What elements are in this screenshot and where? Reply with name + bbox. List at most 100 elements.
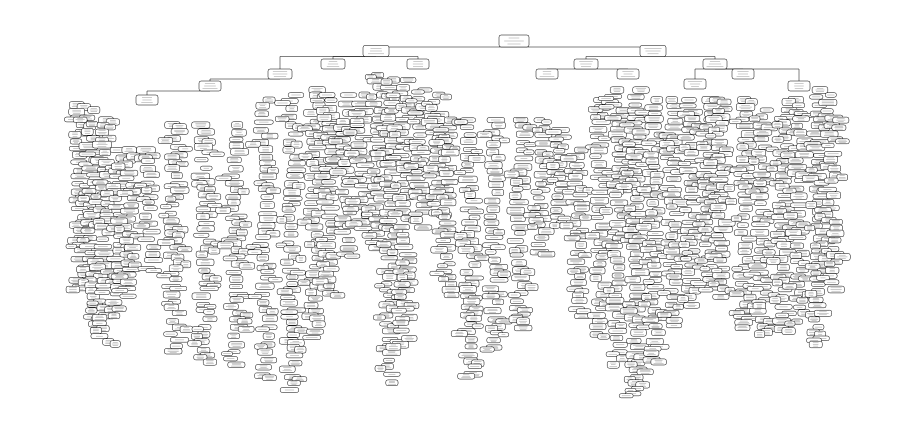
tree-node xyxy=(628,256,643,263)
tree-node xyxy=(393,224,410,230)
tree-node xyxy=(550,207,563,214)
tree-node xyxy=(569,162,585,169)
tree-node xyxy=(474,254,490,261)
tree-node xyxy=(262,314,278,323)
tree-node xyxy=(313,173,331,180)
tree-node xyxy=(297,279,311,286)
tree-node xyxy=(443,292,460,299)
tree-node xyxy=(202,358,217,366)
tree-node xyxy=(104,299,123,306)
tree-node xyxy=(139,212,152,220)
tree-node xyxy=(223,303,239,310)
tree-node xyxy=(570,279,587,286)
tree-node xyxy=(584,232,601,240)
tree-node xyxy=(678,103,697,109)
tree-node xyxy=(511,259,527,267)
tree-node xyxy=(254,343,268,350)
tree-node xyxy=(579,214,593,221)
tree-node xyxy=(98,149,111,157)
tree-node xyxy=(194,143,213,151)
tree-node xyxy=(737,183,753,190)
tree-node xyxy=(304,200,319,206)
tree-node xyxy=(792,115,810,122)
tree-node xyxy=(783,212,798,220)
tree-node xyxy=(231,121,244,129)
tree-node xyxy=(591,119,611,125)
tree-node xyxy=(464,191,476,199)
tree-node xyxy=(825,92,837,98)
tree-node xyxy=(109,147,124,153)
tree-node xyxy=(527,205,541,211)
tree-node xyxy=(315,237,329,242)
tree-node xyxy=(510,298,524,304)
tree-node xyxy=(145,251,161,258)
tree-node xyxy=(311,277,329,286)
tree-node xyxy=(810,242,821,249)
tree-node xyxy=(605,243,623,249)
tree-node xyxy=(753,129,773,136)
tree-node xyxy=(121,146,137,154)
tree-node xyxy=(280,294,296,300)
tree-node xyxy=(257,299,270,306)
tree-node xyxy=(260,269,275,275)
tree-node xyxy=(298,152,313,160)
tree-node xyxy=(124,244,142,251)
tree-node xyxy=(665,232,679,240)
tree-node xyxy=(467,208,484,215)
tree-node xyxy=(698,287,714,293)
tree-node xyxy=(629,263,643,269)
tree-node xyxy=(274,100,291,106)
tree-node xyxy=(329,168,347,176)
tree-node xyxy=(458,352,478,359)
tree-node xyxy=(465,336,478,343)
tree-node xyxy=(132,222,150,229)
tree-node xyxy=(385,379,399,386)
tree-node xyxy=(699,266,711,272)
tree-node xyxy=(468,214,481,221)
tree-node xyxy=(394,293,407,300)
tree-node xyxy=(386,249,399,256)
tree-node xyxy=(589,274,602,282)
tree-node xyxy=(395,259,410,266)
tree-node xyxy=(177,146,193,152)
tree-node xyxy=(88,199,104,205)
tree-node xyxy=(411,89,425,95)
tree-node xyxy=(731,266,743,272)
tree-node xyxy=(632,134,647,140)
tree-node xyxy=(483,307,502,315)
tree-node xyxy=(308,144,327,151)
tree-node xyxy=(215,175,232,181)
tree-node xyxy=(590,197,609,205)
tree-node xyxy=(237,326,255,333)
tree-node xyxy=(305,288,317,296)
tree-node xyxy=(667,117,684,125)
tree-node xyxy=(180,260,192,269)
tree-node xyxy=(113,225,125,233)
tree-node xyxy=(574,313,591,319)
tree-node xyxy=(829,219,843,225)
tree-node xyxy=(509,199,529,206)
tree-node xyxy=(486,337,501,344)
tree-node xyxy=(777,193,793,198)
tree-node xyxy=(826,229,845,237)
tree-node xyxy=(65,285,80,294)
tree-node xyxy=(492,298,505,305)
tree-node xyxy=(287,92,305,98)
tree-node xyxy=(238,262,255,270)
tree-node xyxy=(694,257,708,264)
tree-node xyxy=(573,58,599,70)
tree-node xyxy=(383,371,401,377)
tree-node xyxy=(342,206,359,212)
tree-node xyxy=(302,335,321,340)
tree-node xyxy=(361,232,378,239)
tree-node xyxy=(276,216,288,224)
tree-edge xyxy=(332,56,376,59)
tree-node xyxy=(511,224,530,231)
tree-node xyxy=(95,283,112,289)
tree-node xyxy=(566,180,583,187)
tree-node xyxy=(597,333,610,340)
tree-node xyxy=(286,332,300,338)
tree-node xyxy=(649,177,663,185)
tree-node xyxy=(572,192,589,198)
tree-node xyxy=(367,168,381,175)
